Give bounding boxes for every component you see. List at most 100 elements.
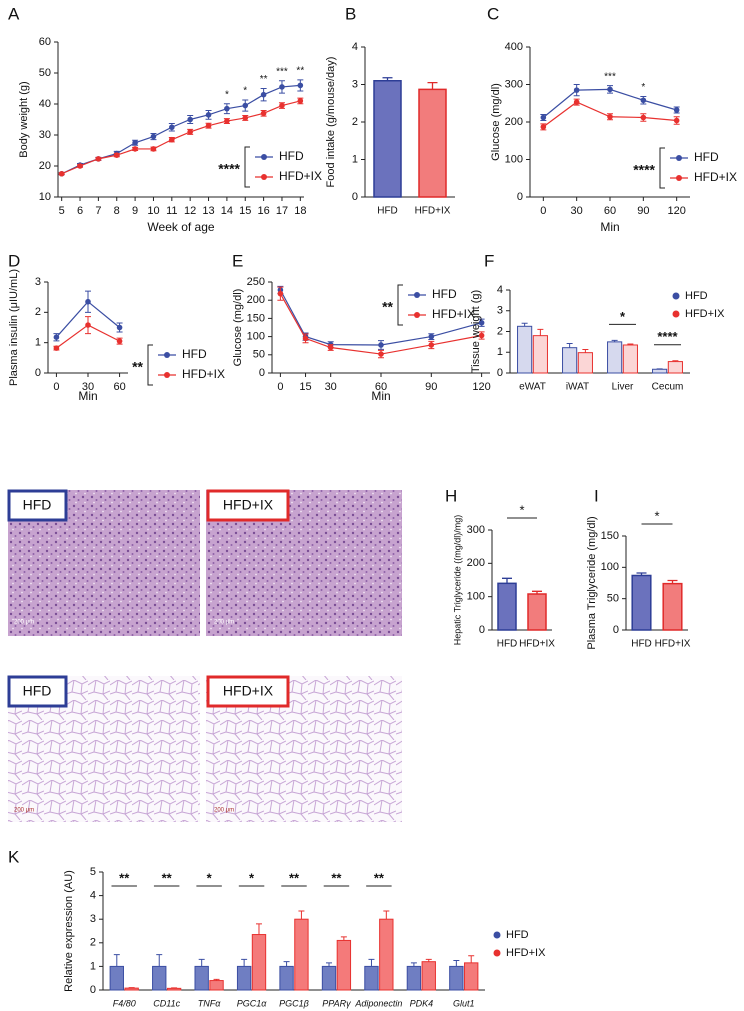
bar (662, 582, 683, 631)
y-tick-label: 30 (39, 129, 51, 141)
y-tick-label: 2 (352, 116, 358, 128)
significance-label: ** (382, 299, 393, 315)
bar (517, 325, 533, 374)
x-tick-label: 30 (325, 381, 337, 393)
error-bar (627, 343, 634, 345)
error-bar (255, 923, 262, 935)
y-tick-label: 0 (352, 191, 358, 203)
error-bar (383, 910, 390, 920)
error-bar (326, 962, 333, 967)
data-point (77, 163, 83, 169)
x-tick-label: 30 (82, 381, 94, 393)
legend-bracket (397, 284, 403, 326)
legend-bracket (244, 146, 250, 188)
data-point (640, 97, 647, 104)
y-tick-label: 1 (35, 337, 41, 349)
x-tick-label: 13 (202, 205, 214, 217)
x-tick-label: 15 (299, 381, 311, 393)
bar (421, 961, 436, 991)
y-tick-label: 50 (39, 67, 51, 79)
bar (251, 934, 267, 991)
legend-label: HFD+IX (506, 947, 546, 959)
bar (607, 341, 623, 374)
image-label: HFD (23, 683, 52, 699)
error-bar (521, 322, 528, 327)
error-bar (532, 590, 542, 594)
x-tick-label: 90 (425, 381, 437, 393)
x-tick-label: 9 (132, 205, 138, 217)
data-point (478, 319, 485, 326)
legend-label: HFD (506, 929, 529, 941)
y-axis-label: Plasma Triglyceride (mg/dl) (586, 516, 598, 649)
significance-label: * (620, 309, 626, 324)
error-bar (453, 960, 460, 967)
error-bar (537, 328, 544, 336)
scale-bar-label: 200 μm (214, 620, 234, 626)
significance-label: * (641, 82, 645, 93)
label-box (206, 675, 290, 708)
bar (209, 980, 224, 991)
series-line (61, 100, 301, 175)
y-tick-label: 2 (35, 306, 41, 318)
x-tick-label: HFD+IX (519, 639, 555, 650)
significance-label: ** (132, 359, 143, 375)
data-point (297, 98, 304, 104)
x-tick-label: 18 (294, 205, 306, 217)
panel-letter: K (8, 847, 20, 866)
bar (406, 965, 422, 991)
y-axis-label: Tissue weight (g) (470, 290, 482, 373)
data-point (132, 146, 138, 152)
data-point (53, 334, 60, 341)
bar (652, 368, 668, 374)
y-axis-label: Plasma insulin (μIU/mL) (8, 269, 20, 386)
x-tick-label: HFD+IX (655, 639, 691, 650)
y-tick-label: 2 (90, 937, 96, 949)
y-axis-label: Body weight (g) (18, 81, 30, 157)
x-tick-label: HFD+IX (415, 206, 451, 217)
label-box (7, 675, 68, 708)
error-bar (156, 954, 163, 967)
bar (449, 965, 464, 991)
x-tick-label: 14 (221, 205, 233, 217)
bar (527, 593, 547, 631)
error-bar (298, 910, 305, 920)
x-tick-label: 0 (540, 205, 546, 217)
significance-label: ** (260, 74, 268, 85)
x-tick-label: F4/80 (113, 998, 136, 1008)
scale-bar-label: 200 μm (214, 808, 234, 814)
significance-label: *** (604, 71, 616, 82)
x-tick-label: Glut1 (453, 998, 475, 1008)
data-point (242, 102, 249, 109)
significance-label: * (249, 870, 255, 885)
error-bar (582, 349, 589, 353)
bar (109, 965, 124, 991)
y-tick-label: 1 (497, 346, 503, 358)
bar (418, 88, 447, 198)
data-point (573, 99, 580, 105)
legend-label: HFD (694, 150, 719, 164)
error-bar (611, 339, 618, 342)
data-point (205, 122, 212, 129)
data-point (277, 290, 284, 297)
legend-bracket (147, 344, 153, 386)
data-point (187, 129, 193, 135)
significance-label: **** (657, 329, 678, 344)
error-bar (198, 958, 205, 967)
legend-marker (672, 310, 680, 318)
panel-letter: A (8, 4, 20, 23)
data-point (242, 115, 249, 121)
error-bar (382, 77, 393, 81)
x-tick-label: 0 (277, 381, 283, 393)
x-tick-label: 120 (667, 205, 685, 217)
error-bar (410, 962, 417, 967)
error-bar (468, 955, 475, 963)
data-point (478, 332, 485, 339)
panel-letter: B (345, 4, 356, 23)
legend-bracket (659, 147, 665, 189)
significance-label: ** (374, 870, 385, 885)
data-point (53, 345, 60, 351)
data-point (378, 342, 384, 348)
x-tick-label: 8 (114, 205, 120, 217)
data-point (297, 82, 304, 89)
bar (194, 965, 209, 991)
